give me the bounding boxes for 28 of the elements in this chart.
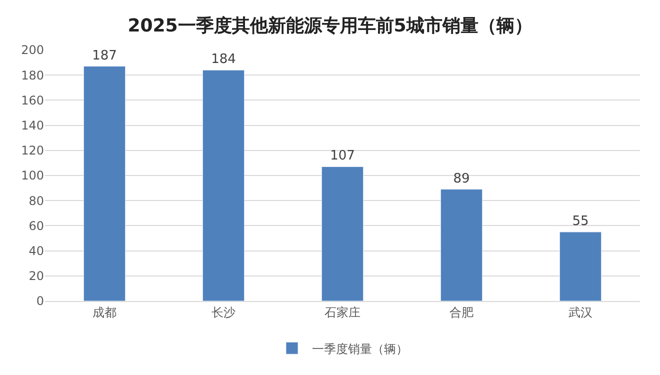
- y-tick-label: 120: [21, 144, 44, 158]
- bar: [559, 232, 602, 301]
- legend-label: 一季度销量（辆）: [312, 342, 408, 356]
- y-tick-label: 200: [21, 43, 44, 58]
- y-tick-label: 100: [21, 168, 44, 183]
- x-tick-label: 长沙: [212, 305, 236, 320]
- x-tick-label: 武汉: [568, 305, 592, 320]
- x-tick-label: 成都: [92, 305, 116, 320]
- y-tick-label: 180: [21, 68, 44, 82]
- y-tick-label: 40: [28, 244, 44, 258]
- y-tick-label: 60: [28, 218, 44, 233]
- y-tick-label: 140: [21, 118, 44, 132]
- bar: [83, 66, 126, 301]
- chart-title: 2025一季度其他新能源专用车前5城市销量（辆）: [128, 15, 532, 36]
- y-tick-label: 160: [21, 93, 44, 108]
- y-tick-label: 20: [28, 269, 44, 284]
- y-tick-label: 0: [36, 294, 44, 308]
- bar: [202, 70, 245, 301]
- data-label: 107: [330, 148, 355, 164]
- bar: [321, 166, 364, 301]
- data-label: 89: [453, 171, 470, 186]
- data-label: 55: [572, 214, 589, 229]
- data-label: 184: [211, 52, 236, 68]
- data-label: 187: [92, 48, 117, 64]
- y-tick-label: 80: [28, 194, 44, 208]
- bar: [440, 189, 483, 301]
- x-tick-label: 石家庄: [324, 305, 360, 320]
- x-tick-label: 合肥: [450, 305, 474, 320]
